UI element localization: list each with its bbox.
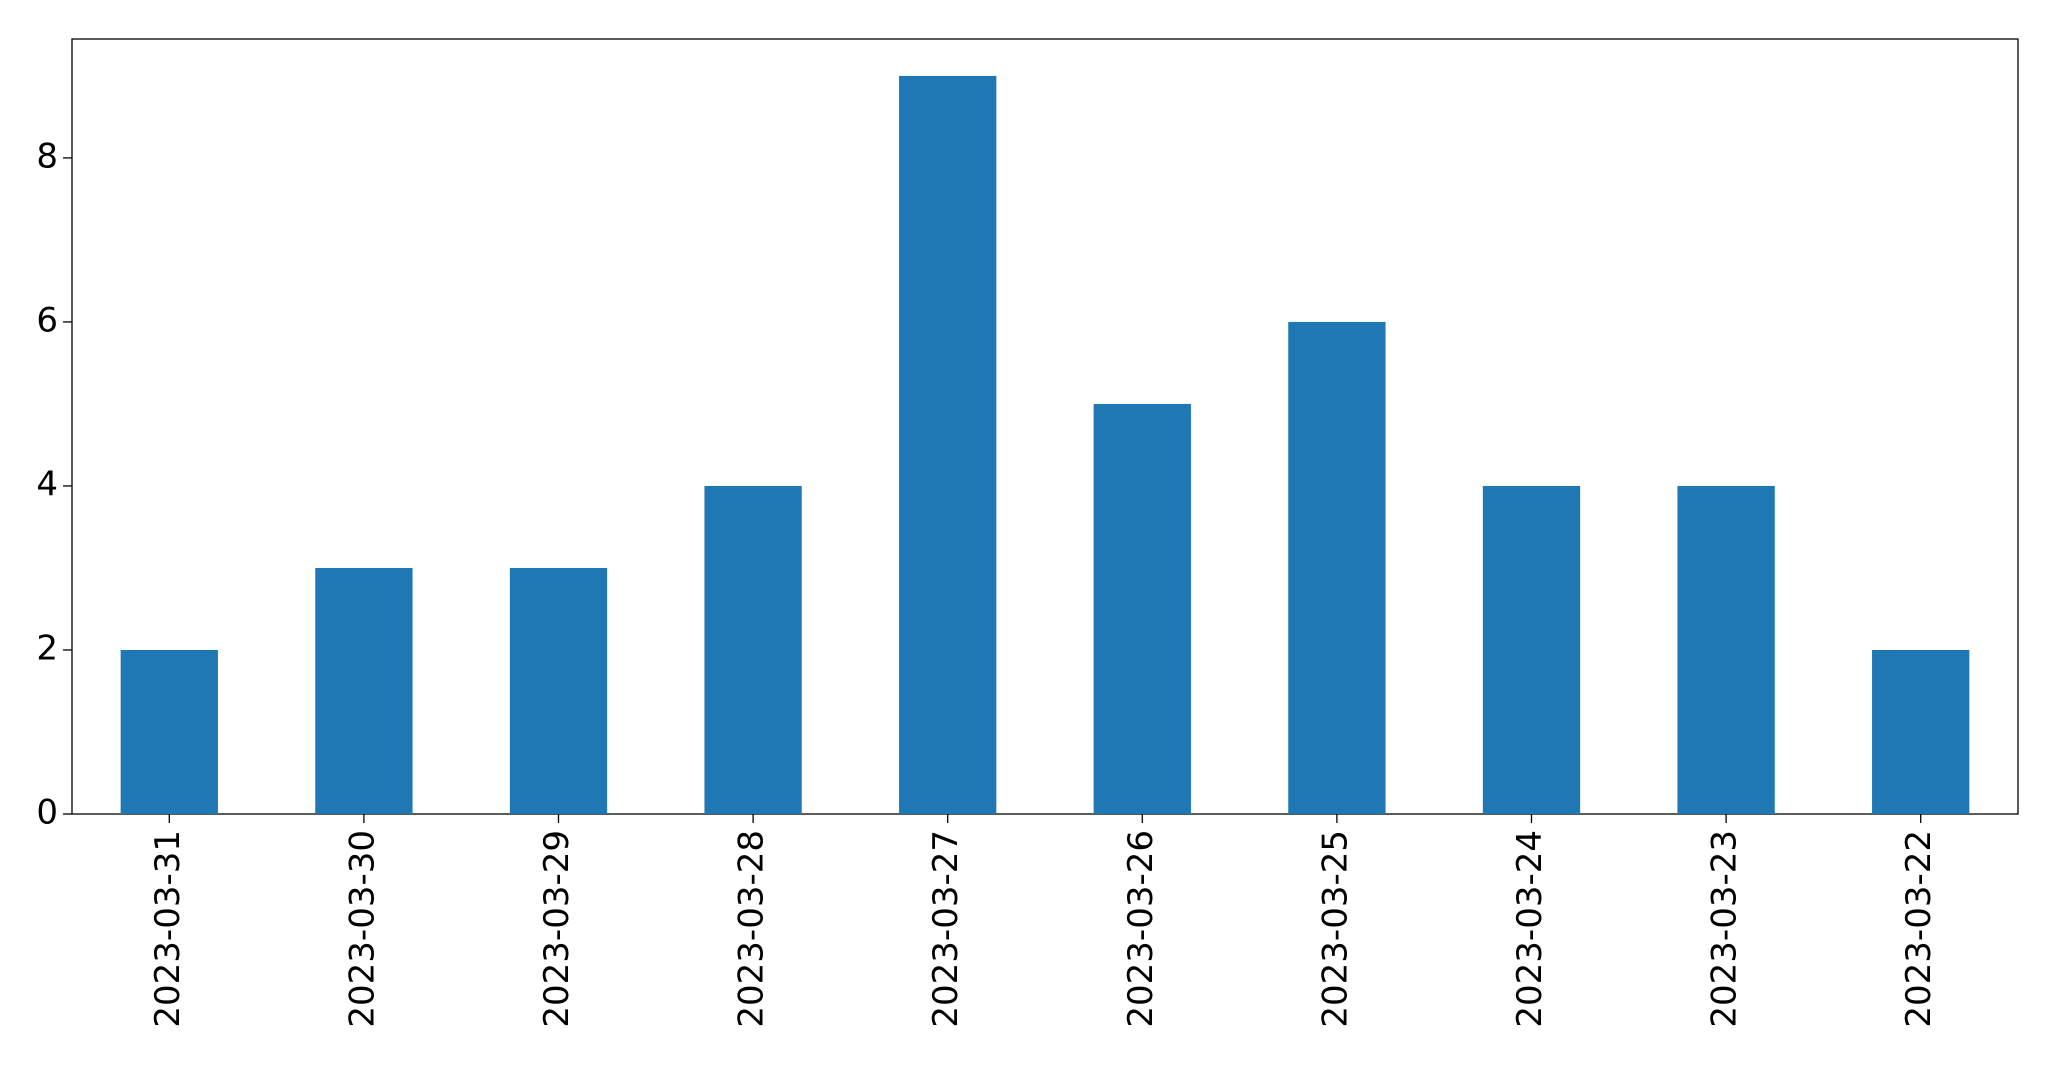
bar — [899, 75, 997, 814]
y-tick-label: 4 — [36, 464, 58, 504]
x-tick-label: 2023-03-24 — [1510, 830, 1550, 1028]
x-tick-label: 2023-03-31 — [148, 830, 188, 1028]
bar — [315, 567, 413, 814]
x-tick-label: 2023-03-23 — [1705, 830, 1745, 1028]
bar — [1482, 485, 1581, 814]
bar — [704, 485, 802, 814]
x-tick-label: 2023-03-27 — [926, 830, 966, 1028]
bar — [1288, 321, 1386, 814]
x-tick-label: 2023-03-30 — [342, 830, 382, 1028]
x-tick-label: 2023-03-28 — [732, 830, 772, 1028]
y-tick-label: 8 — [36, 136, 58, 176]
y-tick-label: 2 — [36, 628, 58, 668]
bar — [1677, 485, 1775, 814]
x-tick-label: 2023-03-29 — [537, 830, 577, 1028]
bar — [1872, 649, 1970, 814]
y-tick-label: 6 — [36, 300, 58, 340]
bar — [509, 567, 608, 814]
x-tick-label: 2023-03-22 — [1899, 830, 1939, 1028]
x-tick-label: 2023-03-26 — [1121, 830, 1161, 1028]
bar — [120, 649, 218, 814]
bar — [1093, 403, 1191, 814]
plot-frame — [71, 38, 2019, 815]
y-tick-label: 0 — [36, 793, 58, 833]
x-tick-label: 2023-03-25 — [1315, 830, 1355, 1028]
